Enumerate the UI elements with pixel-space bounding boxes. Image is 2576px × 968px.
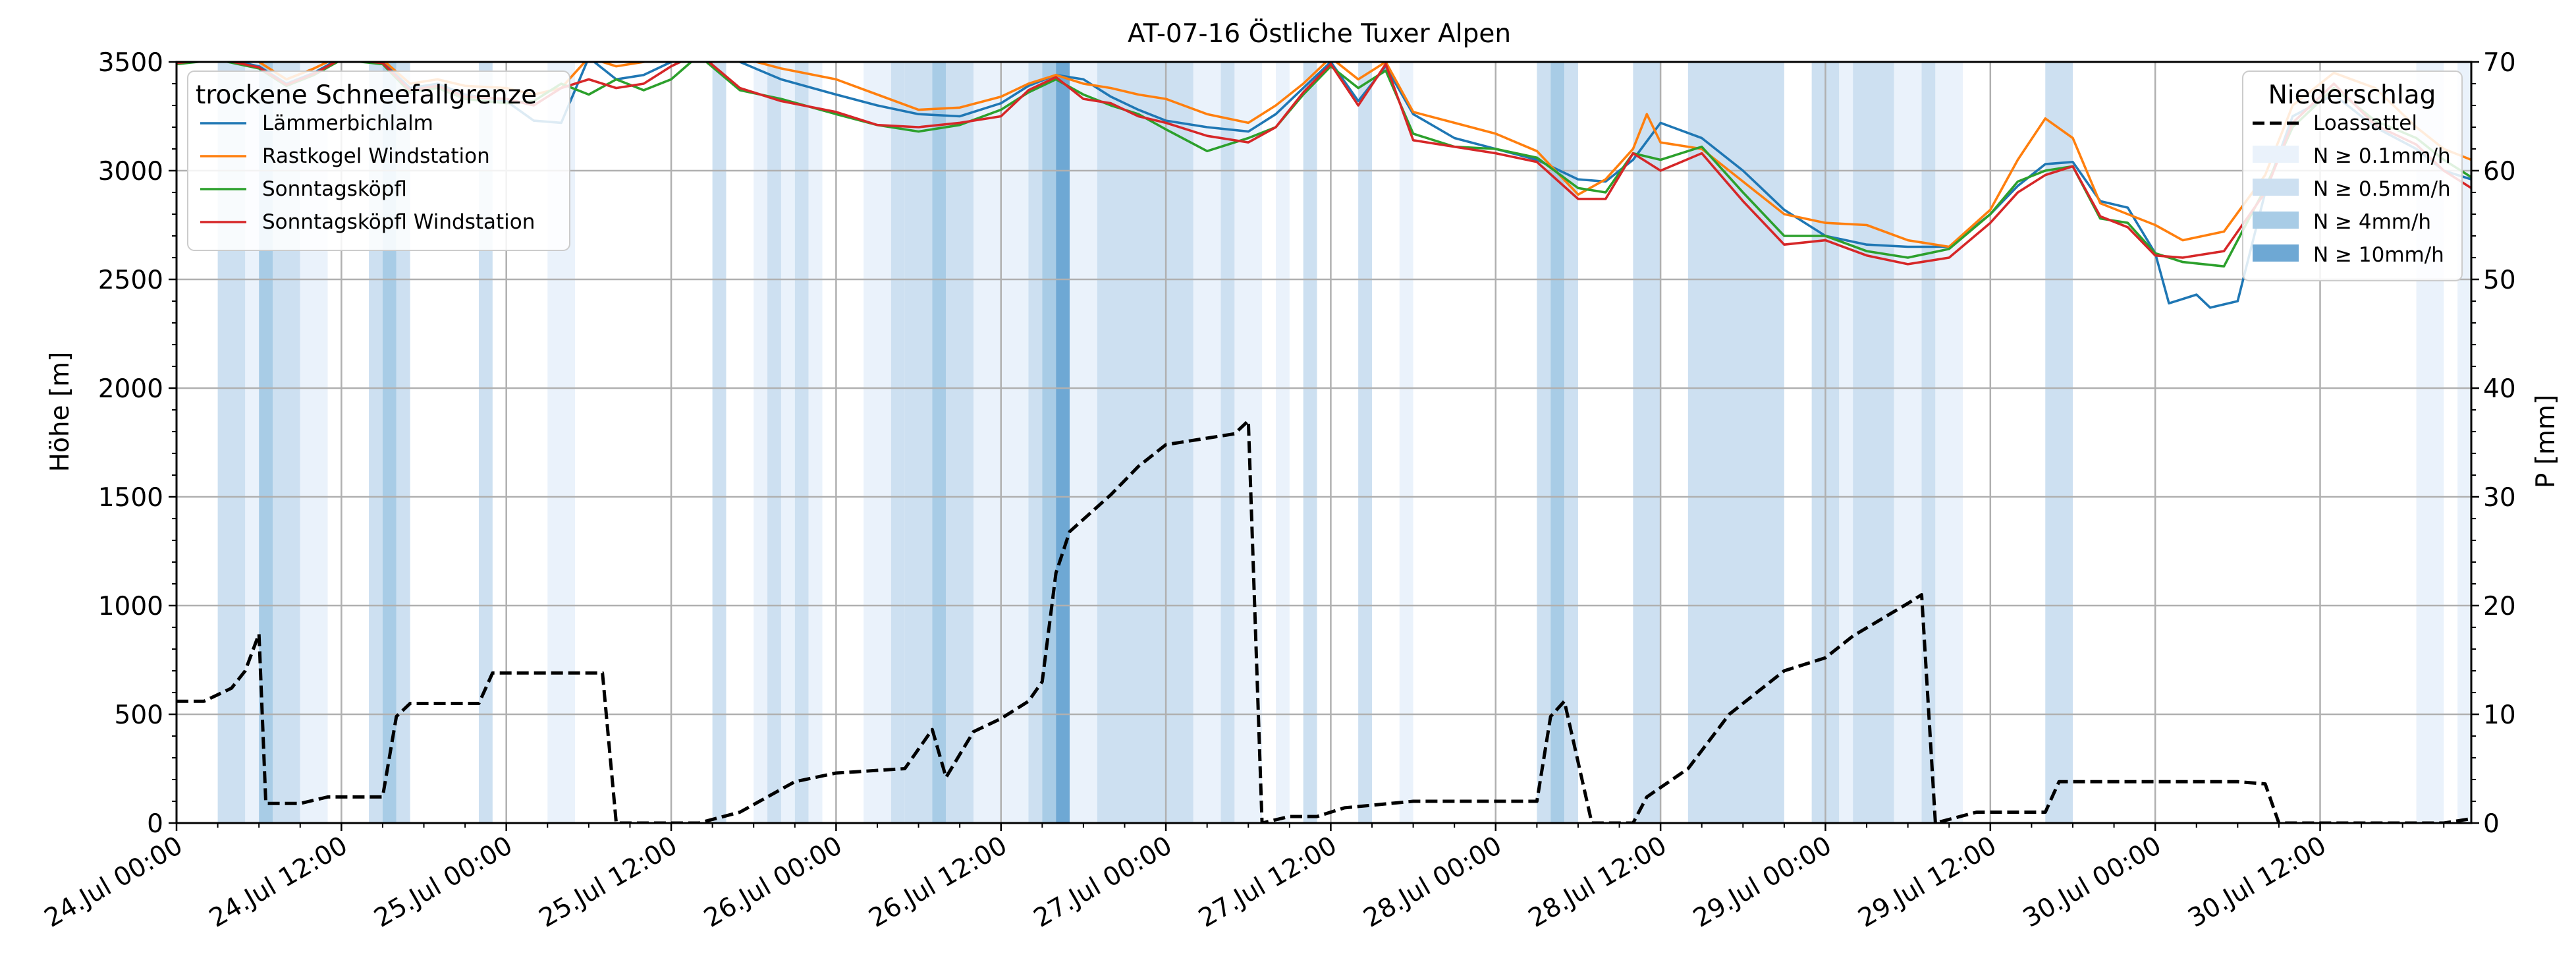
precip-band — [2045, 62, 2073, 823]
legend-snowfall: trockene Schneefallgrenze Lämmerbichlalm… — [187, 71, 570, 251]
x-tick-label: 24.Jul 00:00 — [40, 831, 188, 934]
y2-tick-label: 60 — [2483, 157, 2516, 186]
precip-band — [1550, 62, 1565, 823]
legend-swatch — [2253, 179, 2299, 196]
precip-band — [946, 62, 974, 823]
x-tick-label: 25.Jul 00:00 — [370, 831, 518, 934]
precip-band — [1056, 62, 1070, 823]
y-tick-label: 1000 — [98, 592, 163, 621]
precip-band — [1537, 62, 1551, 823]
x-tick-label: 26.Jul 00:00 — [699, 831, 847, 934]
x-tick-label: 27.Jul 00:00 — [1029, 831, 1177, 934]
y-tick-label: 3000 — [98, 157, 163, 186]
y2-axis-label: P [mm] — [2531, 395, 2561, 488]
legend-swatch — [2253, 212, 2299, 229]
legend-entry-label: Sonntagsköpfl — [262, 177, 407, 201]
legend-precip: Niederschlag Loassattel N ≥ 0.1mm/h N ≥ 0.… — [2242, 71, 2463, 281]
y2-tick-label: 10 — [2483, 700, 2516, 730]
x-tick-label: 26.Jul 12:00 — [864, 831, 1012, 934]
y2-tick-label: 70 — [2483, 48, 2516, 78]
plot-frame — [175, 61, 2473, 824]
precip-band — [794, 62, 809, 823]
precip-band — [396, 62, 410, 823]
precip-band — [754, 62, 768, 823]
legend-swatch — [2253, 244, 2299, 262]
precip-band — [781, 62, 795, 823]
precip-band — [1839, 62, 1853, 823]
precip-band — [1193, 62, 1221, 823]
precip-band — [1000, 62, 1029, 823]
y2-tick-label: 40 — [2483, 374, 2516, 404]
precip-band — [1687, 62, 1784, 823]
legend-entry-label: Rastkogel Windstation — [262, 144, 490, 168]
y-tick-label: 2500 — [98, 266, 163, 295]
y-tick-label: 2000 — [98, 374, 163, 404]
legend-snowfall-title: trockene Schneefallgrenze — [196, 80, 537, 110]
y-tick-label: 0 — [147, 809, 163, 839]
precip-band — [1853, 62, 1894, 823]
precip-band — [245, 62, 260, 823]
x-tick-label: 29.Jul 00:00 — [1688, 831, 1836, 934]
legend-entry-label: N ≥ 10mm/h — [2313, 243, 2444, 267]
legend-entry-label: N ≥ 0.1mm/h — [2313, 144, 2451, 168]
precip-band — [808, 62, 823, 823]
precip-band — [1303, 62, 1317, 823]
precip-band — [478, 62, 493, 823]
precip-band — [1564, 62, 1578, 823]
x-tick-label: 30.Jul 12:00 — [2183, 831, 2331, 934]
y-axis-label: Höhe [m] — [45, 352, 75, 472]
x-tick-label: 29.Jul 12:00 — [1853, 831, 2002, 934]
y-tick-label: 500 — [115, 700, 163, 730]
precip-band — [1070, 62, 1097, 823]
y-tick-label: 1500 — [98, 483, 163, 513]
y-tick-label: 3500 — [98, 48, 163, 78]
precip-band — [767, 62, 781, 823]
precip-band — [863, 62, 891, 823]
y2-tick-label: 30 — [2483, 483, 2516, 513]
precip-band — [891, 62, 905, 823]
x-tick-label: 25.Jul 12:00 — [534, 831, 682, 934]
legend-entry-label: N ≥ 4mm/h — [2313, 210, 2431, 234]
legend-entry-label: Loassattel — [2313, 111, 2417, 135]
precip-band — [1935, 62, 1963, 823]
precip-band — [973, 62, 1001, 823]
x-tick-label: 28.Jul 12:00 — [1523, 831, 1672, 934]
precip-band — [382, 62, 397, 823]
precip-band — [1894, 62, 1922, 823]
y2-tick-label: 0 — [2483, 809, 2500, 839]
precip-band — [259, 62, 273, 823]
legend-entry-label: Lämmerbichlalm — [262, 111, 433, 135]
precip-band — [1399, 62, 1413, 823]
precip-band — [1275, 62, 1290, 823]
series-line-loassattel — [177, 419, 2471, 823]
precip-band — [1028, 62, 1043, 823]
legend-entry-label: N ≥ 0.5mm/h — [2313, 177, 2451, 201]
precip-band — [904, 62, 933, 823]
y2-tick-label: 20 — [2483, 592, 2516, 621]
precip-band — [1220, 62, 1235, 823]
precip-band — [932, 62, 946, 823]
precip-band — [712, 62, 726, 823]
x-tick-label: 28.Jul 00:00 — [1359, 831, 1507, 934]
legend-swatch — [2253, 146, 2299, 163]
chart-title: AT-07-16 Östliche Tuxer Alpen — [1128, 18, 1511, 49]
x-tick-label: 24.Jul 12:00 — [204, 831, 352, 934]
precip-band — [1633, 62, 1661, 823]
precip-band — [1042, 62, 1056, 823]
legend-precip-title: Niederschlag — [2268, 80, 2436, 110]
legend-entry-label: Sonntagsköpfl Windstation — [262, 210, 535, 234]
x-tick-label: 30.Jul 00:00 — [2018, 831, 2166, 934]
y2-tick-label: 50 — [2483, 266, 2516, 295]
precip-band — [1358, 62, 1373, 823]
x-tick-label: 27.Jul 12:00 — [1193, 831, 1342, 934]
precip-band — [369, 62, 383, 823]
